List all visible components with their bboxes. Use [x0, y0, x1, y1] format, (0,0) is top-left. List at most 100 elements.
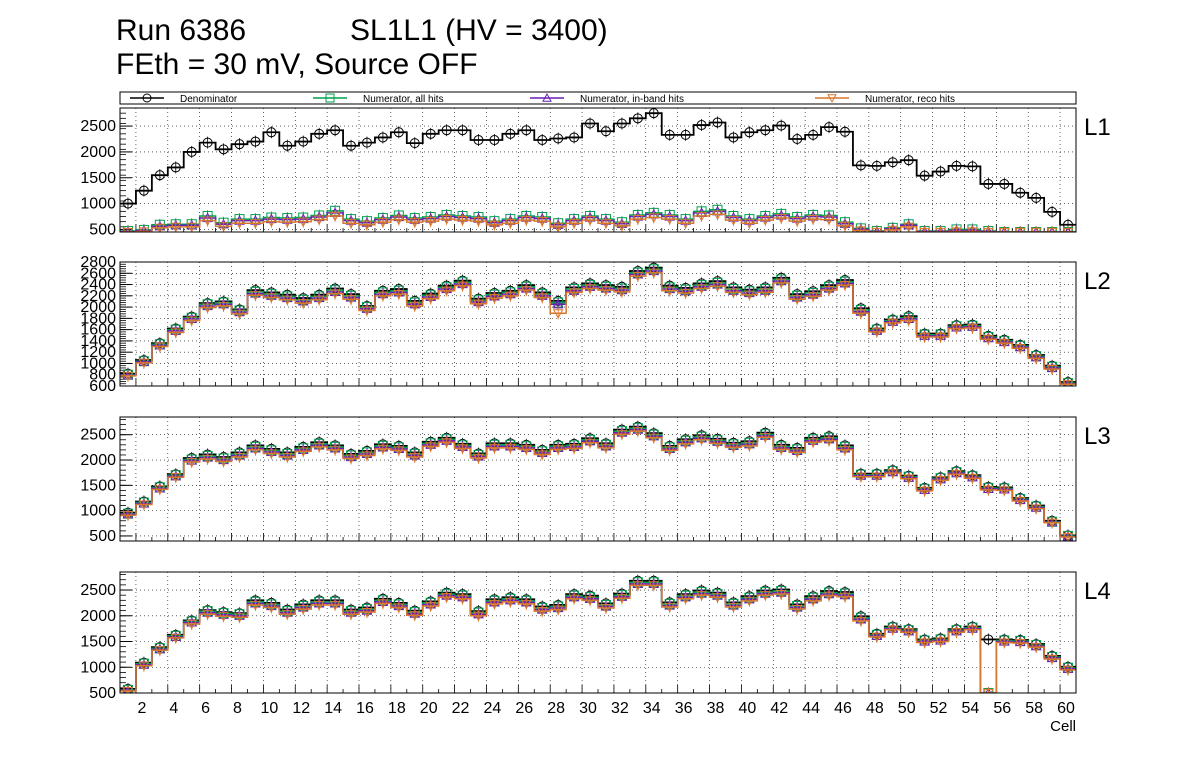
data-point — [648, 213, 660, 224]
data-point — [871, 632, 883, 643]
data-point — [329, 600, 341, 611]
data-point — [648, 581, 660, 591]
data-point — [250, 445, 261, 456]
data-point — [123, 684, 133, 693]
data-point — [903, 155, 914, 166]
data-point — [792, 134, 803, 144]
data-point — [297, 299, 309, 309]
data-point — [329, 211, 341, 222]
legend-marker-numerator-reco-hits — [827, 94, 837, 104]
data-point — [186, 222, 198, 232]
data-point — [775, 278, 787, 289]
data-point — [489, 135, 500, 146]
data-point — [664, 446, 676, 456]
series-l2-3 — [120, 266, 1076, 386]
data-point — [839, 445, 851, 456]
data-point — [425, 601, 437, 612]
data-point — [728, 132, 739, 143]
data-point — [632, 113, 643, 124]
data-point — [313, 215, 325, 226]
data-point — [441, 214, 452, 225]
data-point — [1030, 227, 1042, 232]
series-l3-3 — [120, 425, 1076, 541]
data-point — [648, 108, 659, 119]
data-point — [696, 211, 707, 222]
data-point — [297, 604, 309, 615]
data-point — [569, 132, 580, 143]
data-point — [329, 289, 341, 300]
data-point — [712, 210, 723, 220]
data-point — [951, 470, 962, 480]
data-point — [1062, 227, 1074, 232]
y-tick-label: 1000 — [80, 659, 116, 676]
y-tick-label: 2500 — [80, 582, 116, 599]
legend-box — [119, 91, 1077, 105]
data-point — [170, 473, 182, 483]
data-point — [1046, 364, 1058, 375]
data-point — [250, 600, 261, 611]
y-tick-label: 1000 — [80, 196, 116, 213]
data-point — [568, 288, 580, 298]
data-point — [680, 439, 691, 450]
data-point — [170, 328, 182, 338]
series-l2-0 — [120, 262, 1076, 386]
data-point — [983, 335, 994, 345]
legend-label-denominator: Denominator — [180, 94, 238, 105]
data-point — [759, 216, 771, 226]
x-tick-label: 14 — [324, 700, 342, 717]
legend-marker-denominator — [142, 93, 152, 103]
x-tick-label: 26 — [515, 700, 533, 717]
series-l4-3 — [120, 579, 1076, 693]
data-point — [1031, 192, 1042, 203]
data-point — [234, 452, 245, 463]
data-point — [297, 217, 309, 228]
legend-label-numerator-reco-hits: Numerator, reco hits — [865, 94, 955, 105]
data-point — [266, 127, 277, 138]
data-point — [552, 222, 564, 232]
y-tick-label: 2500 — [80, 118, 116, 135]
y-tick-label: 2500 — [80, 427, 116, 444]
data-point — [124, 225, 132, 232]
data-point — [760, 125, 771, 136]
data-point — [935, 637, 946, 648]
data-point — [473, 453, 484, 464]
data-point — [361, 220, 373, 231]
data-point — [457, 125, 468, 136]
data-point — [823, 591, 835, 602]
data-point — [584, 596, 596, 606]
data-point — [871, 327, 883, 338]
data-point — [952, 224, 961, 232]
data-point — [234, 309, 245, 320]
data-point — [393, 215, 405, 226]
data-point — [122, 371, 134, 382]
data-point — [521, 125, 532, 136]
data-point — [1062, 665, 1074, 676]
data-point — [1030, 354, 1042, 364]
data-point — [887, 225, 899, 232]
data-point — [584, 216, 596, 226]
data-point — [520, 445, 532, 455]
data-point — [873, 225, 881, 232]
superlayer-label: SL1L1 (HV = 3400) — [350, 14, 608, 47]
x-tick-label: 52 — [930, 700, 948, 717]
data-point — [759, 433, 771, 443]
data-point — [377, 218, 389, 228]
x-tick-label: 2 — [137, 700, 146, 717]
data-point — [250, 291, 261, 301]
data-point — [457, 216, 468, 226]
data-point — [935, 332, 946, 343]
panel-l3: 500 1000 1500 2000 2500 L3 — [80, 416, 1111, 545]
data-point — [393, 127, 404, 138]
data-point — [568, 219, 580, 229]
data-point — [600, 443, 612, 454]
data-point — [505, 219, 516, 229]
data-point — [154, 646, 166, 656]
x-tick-label: 4 — [169, 700, 178, 717]
data-point — [919, 638, 930, 649]
data-point — [600, 286, 612, 296]
data-point — [855, 160, 866, 171]
data-point — [345, 219, 357, 229]
data-point — [313, 295, 325, 306]
data-point — [998, 638, 1010, 649]
data-point — [425, 217, 437, 227]
